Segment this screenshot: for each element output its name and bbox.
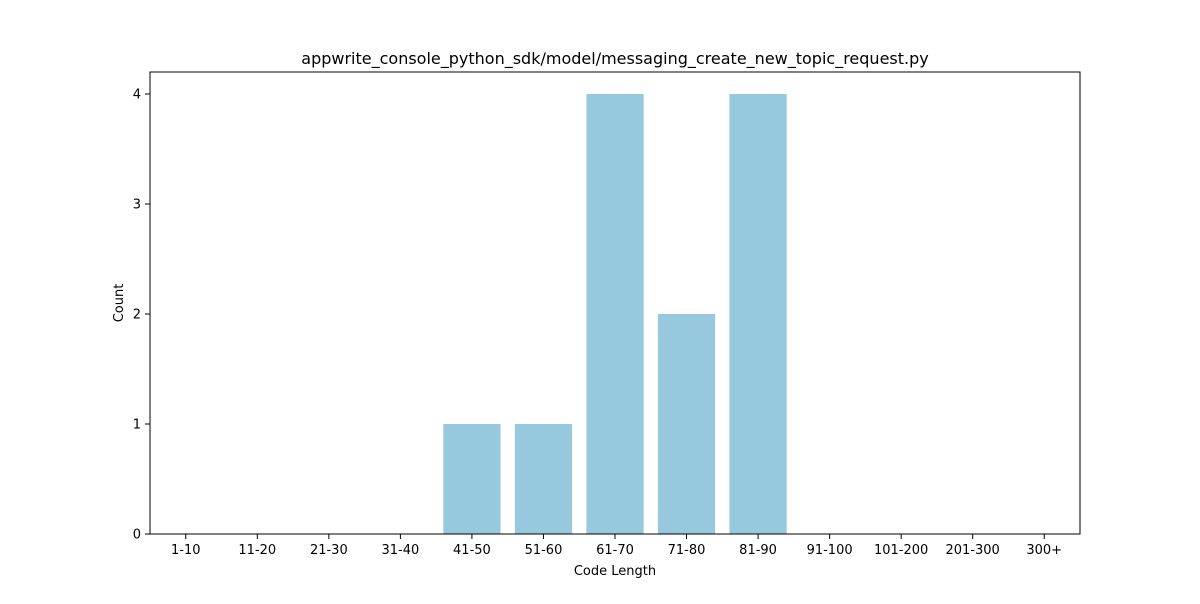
bar-81-90 <box>729 94 787 534</box>
x-tick-label: 300+ <box>1026 543 1062 558</box>
x-axis-ticks: 1-10 11-20 21-30 31-40 41-50 51-60 61-70 71-80 8… <box>171 534 1062 558</box>
x-tick-label: 1-10 <box>171 543 201 558</box>
x-tick-label: 71-80 <box>668 543 706 558</box>
x-axis-label: Code Length <box>574 564 656 579</box>
bar-71-80 <box>657 314 716 534</box>
y-tick-label: 0 <box>133 528 141 543</box>
x-tick-label: 11-20 <box>238 543 276 558</box>
y-axis-ticks: 0 1 2 3 4 <box>133 88 150 543</box>
chart-title: appwrite_console_python_sdk/model/messag… <box>301 49 928 69</box>
x-tick-label: 41-50 <box>453 543 491 558</box>
x-tick-label: 91-100 <box>807 543 853 558</box>
bar-41-50 <box>443 424 501 534</box>
y-tick-label: 1 <box>133 418 141 433</box>
bars-group <box>443 94 787 534</box>
x-tick-label: 51-60 <box>525 543 563 558</box>
x-tick-label: 101-200 <box>874 543 928 558</box>
y-tick-label: 2 <box>133 308 141 323</box>
y-tick-label: 3 <box>133 198 141 213</box>
y-tick-label: 4 <box>133 88 141 103</box>
x-tick-label: 21-30 <box>310 543 348 558</box>
x-tick-label: 31-40 <box>381 543 419 558</box>
x-tick-label: 61-70 <box>596 543 634 558</box>
y-axis-label: Count <box>112 284 127 323</box>
bar-51-60 <box>514 424 573 534</box>
plot-frame <box>149 71 1081 535</box>
bar-61-70 <box>586 94 644 534</box>
x-tick-label: 81-90 <box>739 543 777 558</box>
x-tick-label: 201-300 <box>946 543 1000 558</box>
